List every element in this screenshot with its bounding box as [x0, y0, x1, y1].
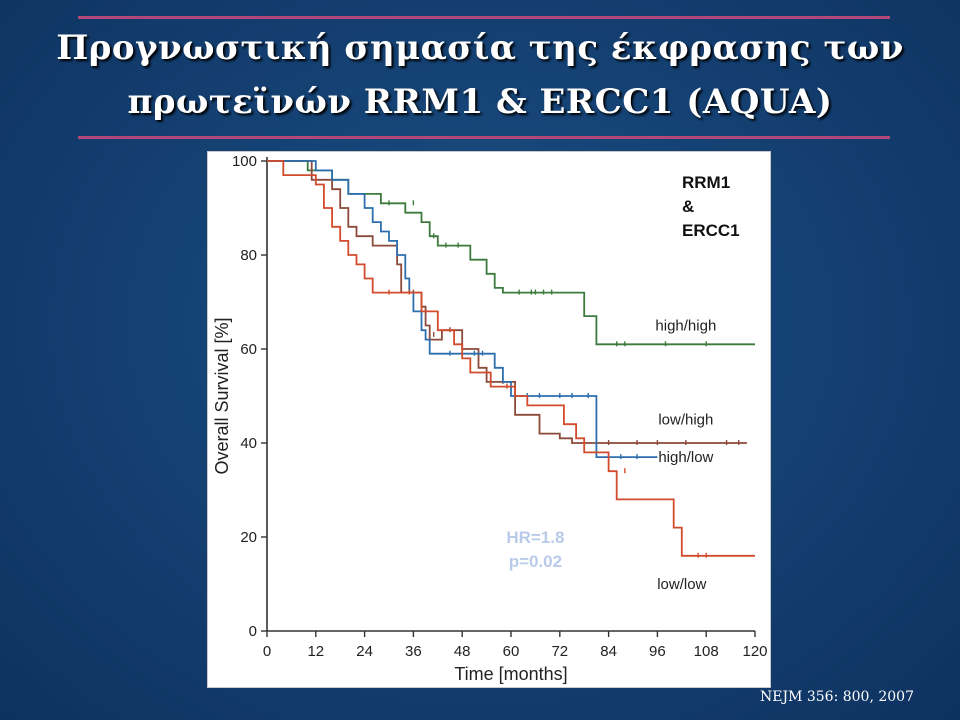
curve-label: low/low	[657, 576, 706, 593]
x-tick-label: 120	[742, 643, 767, 660]
series-group	[267, 160, 755, 558]
y-tick-label: 20	[240, 529, 257, 546]
series-line-high-low	[267, 160, 658, 458]
chart-title-line: ERCC1	[682, 221, 740, 240]
series-line-low-high	[267, 160, 747, 444]
x-tick-label: 84	[600, 643, 617, 660]
stat-annotation: p=0.02	[509, 552, 562, 571]
x-tick-label: 24	[356, 643, 373, 660]
x-tick-label: 12	[307, 643, 324, 660]
x-tick-label: 108	[694, 643, 719, 660]
chart-title-line: &	[682, 197, 694, 216]
y-tick-label: 0	[249, 623, 257, 640]
curve-label: high/low	[658, 449, 713, 466]
chart-panel: 0 20 40 60 80 100 0 12 24 36 48 60 72 84 96 108 120 Time …	[207, 151, 771, 688]
y-tick-label: 100	[232, 153, 257, 170]
top-rule	[78, 16, 890, 19]
citation: NEJM 356: 800, 2007	[759, 689, 914, 705]
y-tick-label: 80	[240, 247, 257, 264]
chart-text: 0 20 40 60 80 100 0 12 24 36 48 60 72 84 96 108 120 Time …	[212, 153, 768, 684]
chart-title-line: RRM1	[682, 173, 730, 192]
y-tick-label: 60	[240, 341, 257, 358]
curve-label: high/high	[655, 318, 716, 335]
x-axis-label: Time [months]	[454, 664, 567, 684]
y-axis-label: Overall Survival [%]	[212, 317, 232, 474]
y-tick-label: 40	[240, 435, 257, 452]
x-tick-label: 60	[503, 643, 520, 660]
x-tick-label: 72	[551, 643, 568, 660]
x-tick-label: 96	[649, 643, 666, 660]
x-tick-label: 0	[263, 643, 271, 660]
x-tick-label: 36	[405, 643, 422, 660]
bottom-rule	[78, 136, 890, 139]
x-tick-label: 48	[454, 643, 471, 660]
survival-chart: 0 20 40 60 80 100 0 12 24 36 48 60 72 84 96 108 120 Time …	[212, 153, 768, 684]
curve-label: low/high	[658, 412, 713, 429]
series-line-low-low	[267, 160, 755, 557]
axes	[261, 157, 756, 637]
slide-title-line1: Προγνωστική σημασία της έκφρασης των	[56, 28, 904, 68]
slide-title-line2: πρωτεϊνών RRM1 & ERCC1 (AQUA)	[127, 82, 833, 122]
stat-annotation: HR=1.8	[506, 528, 564, 547]
